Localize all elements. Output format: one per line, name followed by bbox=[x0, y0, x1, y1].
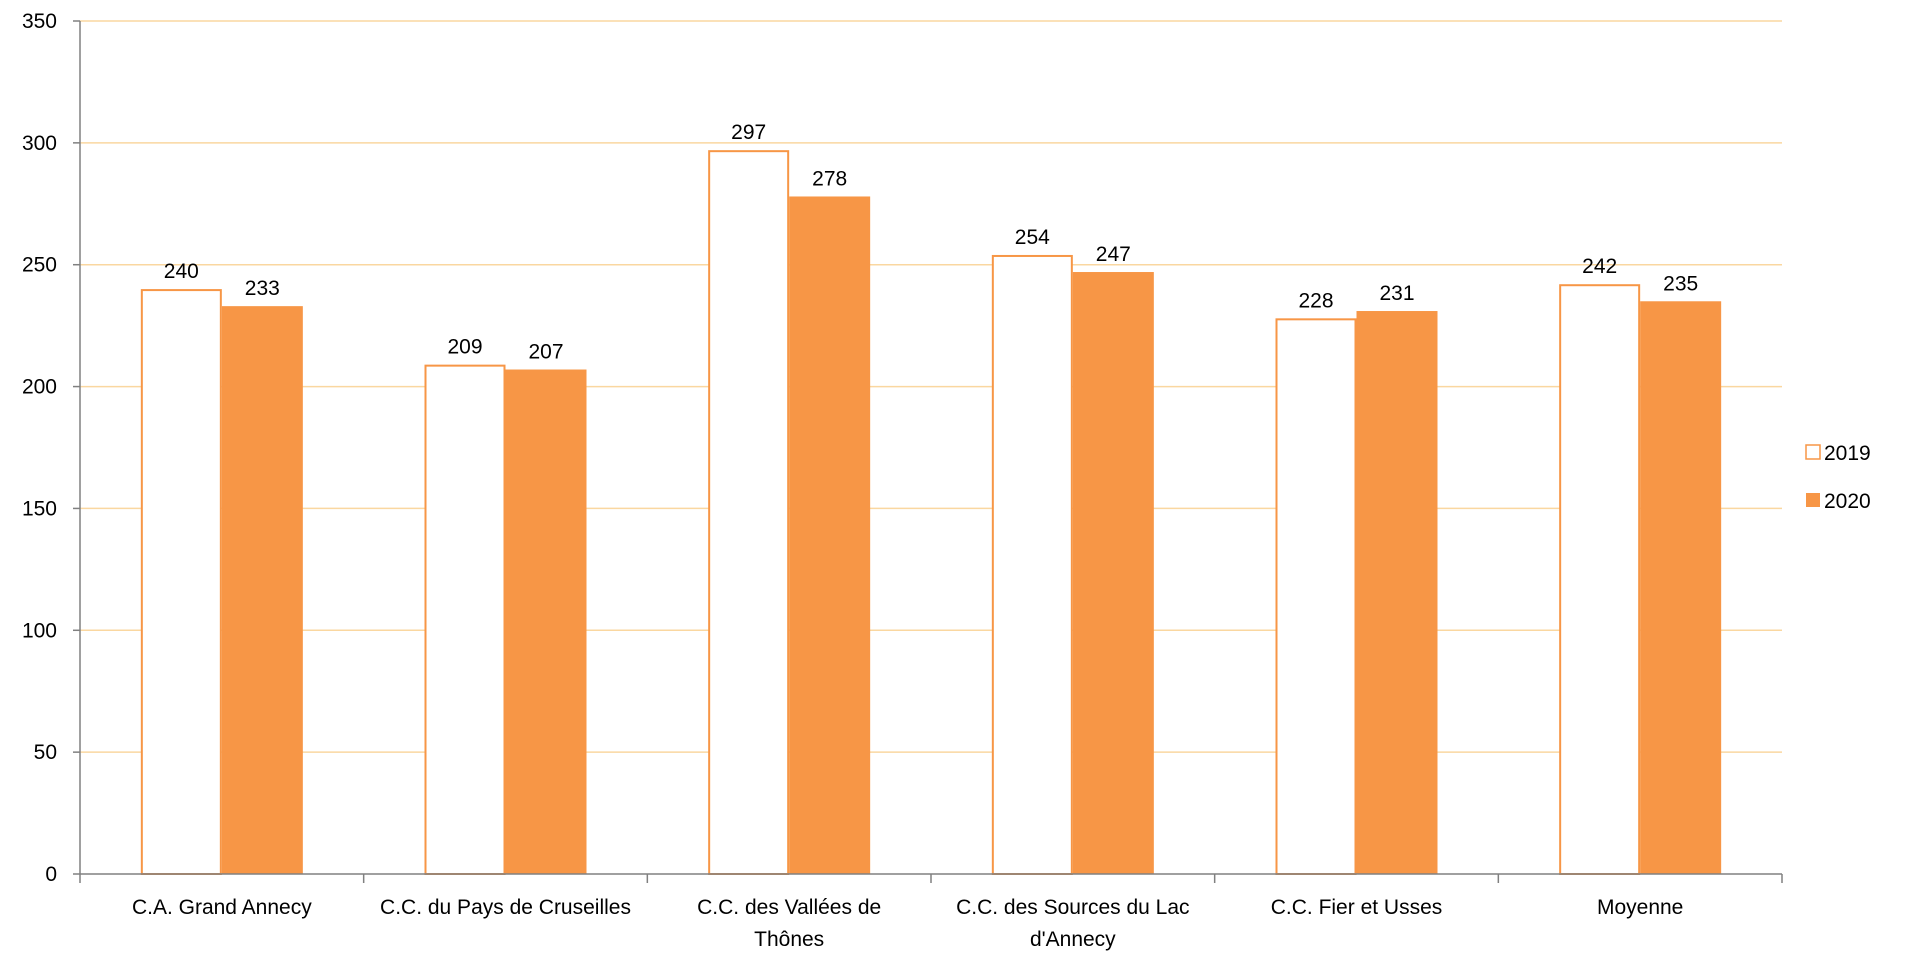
data-label-2020: 233 bbox=[245, 277, 280, 300]
bars bbox=[140, 150, 1722, 876]
x-category-labels: C.A. Grand Annecy C.C. du Pays de Cruseil… bbox=[132, 896, 1683, 951]
y-tick-label: 300 bbox=[22, 132, 57, 155]
data-label-2019: 240 bbox=[164, 260, 199, 283]
gridlines bbox=[80, 20, 1782, 753]
y-tick-label: 200 bbox=[22, 376, 57, 399]
legend: 2019 2020 bbox=[1805, 442, 1871, 513]
y-tick-label: 50 bbox=[34, 741, 57, 764]
x-category-label: C.C. du Pays de Cruseilles bbox=[380, 896, 631, 919]
data-label-2019: 297 bbox=[731, 121, 766, 144]
y-tick-label: 350 bbox=[22, 10, 57, 33]
data-label-2019: 242 bbox=[1582, 255, 1617, 278]
y-tick-label: 0 bbox=[45, 863, 57, 886]
data-label-2019: 209 bbox=[447, 336, 482, 359]
bar-2019 bbox=[1275, 318, 1357, 875]
y-tick-label: 250 bbox=[22, 254, 57, 277]
x-category-label: Moyenne bbox=[1597, 896, 1683, 919]
legend-swatch-2020 bbox=[1806, 493, 1820, 507]
data-labels: 240 233 209 207 297 278 254 247 228 231 242 235 bbox=[164, 121, 1698, 363]
x-category-label: C.C. Fier et Usses bbox=[1271, 896, 1443, 919]
data-label-2020: 207 bbox=[528, 341, 563, 364]
bar-2019 bbox=[991, 254, 1073, 876]
bar-2019 bbox=[1559, 284, 1641, 875]
x-category-label: C.A. Grand Annecy bbox=[132, 896, 312, 919]
axes bbox=[73, 20, 1783, 883]
y-tick-label: 100 bbox=[22, 619, 57, 642]
bar-2020 bbox=[1640, 301, 1722, 874]
legend-label-2019: 2019 bbox=[1824, 442, 1871, 465]
y-tick-labels: 0 50 100 150 200 250 300 350 bbox=[22, 10, 57, 886]
bar-2020 bbox=[1072, 272, 1154, 874]
x-category-label: C.C. des Sources du Lac bbox=[956, 896, 1189, 919]
legend-label-2020: 2020 bbox=[1824, 490, 1871, 513]
bar-2020 bbox=[221, 306, 303, 874]
data-label-2019: 254 bbox=[1015, 226, 1050, 249]
bar-2019 bbox=[708, 150, 790, 875]
x-category-label: C.C. des Vallées de bbox=[697, 896, 881, 919]
data-label-2020: 231 bbox=[1379, 282, 1414, 305]
x-category-label: d'Annecy bbox=[1030, 928, 1116, 951]
bar-2019 bbox=[140, 289, 222, 876]
bar-2019 bbox=[424, 364, 506, 875]
y-tick-label: 150 bbox=[22, 497, 57, 520]
data-label-2020: 247 bbox=[1096, 243, 1131, 266]
legend-swatch-2019 bbox=[1805, 444, 1821, 460]
data-label-2020: 278 bbox=[812, 167, 847, 190]
bar-2020 bbox=[789, 196, 871, 874]
data-label-2019: 228 bbox=[1298, 289, 1333, 312]
bar-2020 bbox=[505, 369, 587, 874]
x-category-label: Thônes bbox=[754, 928, 824, 951]
bar-2020 bbox=[1356, 311, 1438, 874]
data-label-2020: 235 bbox=[1663, 272, 1698, 295]
